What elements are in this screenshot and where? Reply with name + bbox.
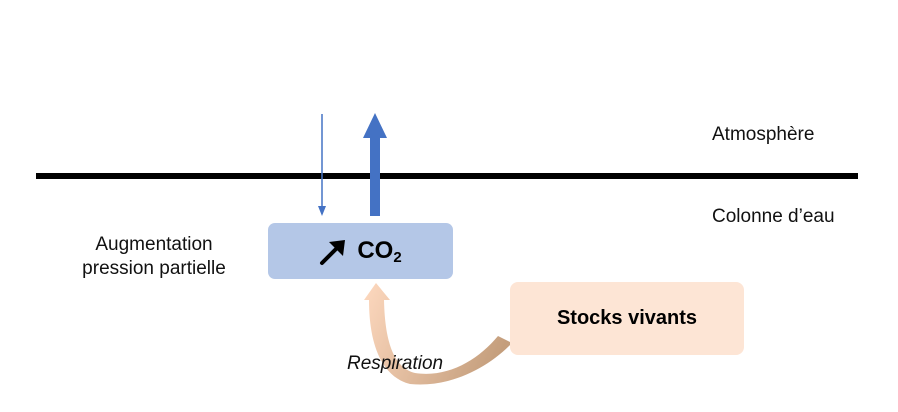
co2-label: CO2 — [357, 236, 402, 266]
atmosphere-label: Atmosphère — [712, 124, 815, 145]
augmentation-line: Augmentation — [95, 234, 213, 255]
water-column-label: Colonne d’eau — [712, 206, 835, 227]
co2-box: CO2 — [268, 223, 453, 279]
flux-out-arrow-icon — [363, 113, 387, 216]
flux-in-arrow-icon — [318, 114, 326, 216]
respiration-arrow-icon — [364, 283, 512, 385]
living-stocks-box: Stocks vivants — [510, 282, 744, 355]
partial-pressure-label: Augmentation pression partielle — [60, 233, 248, 281]
arrow-up-right-icon — [320, 240, 346, 265]
respiration-label: Respiration — [347, 353, 444, 374]
pressure-line: pression partielle — [82, 257, 226, 279]
living-stocks-label: Stocks vivants — [556, 307, 698, 329]
